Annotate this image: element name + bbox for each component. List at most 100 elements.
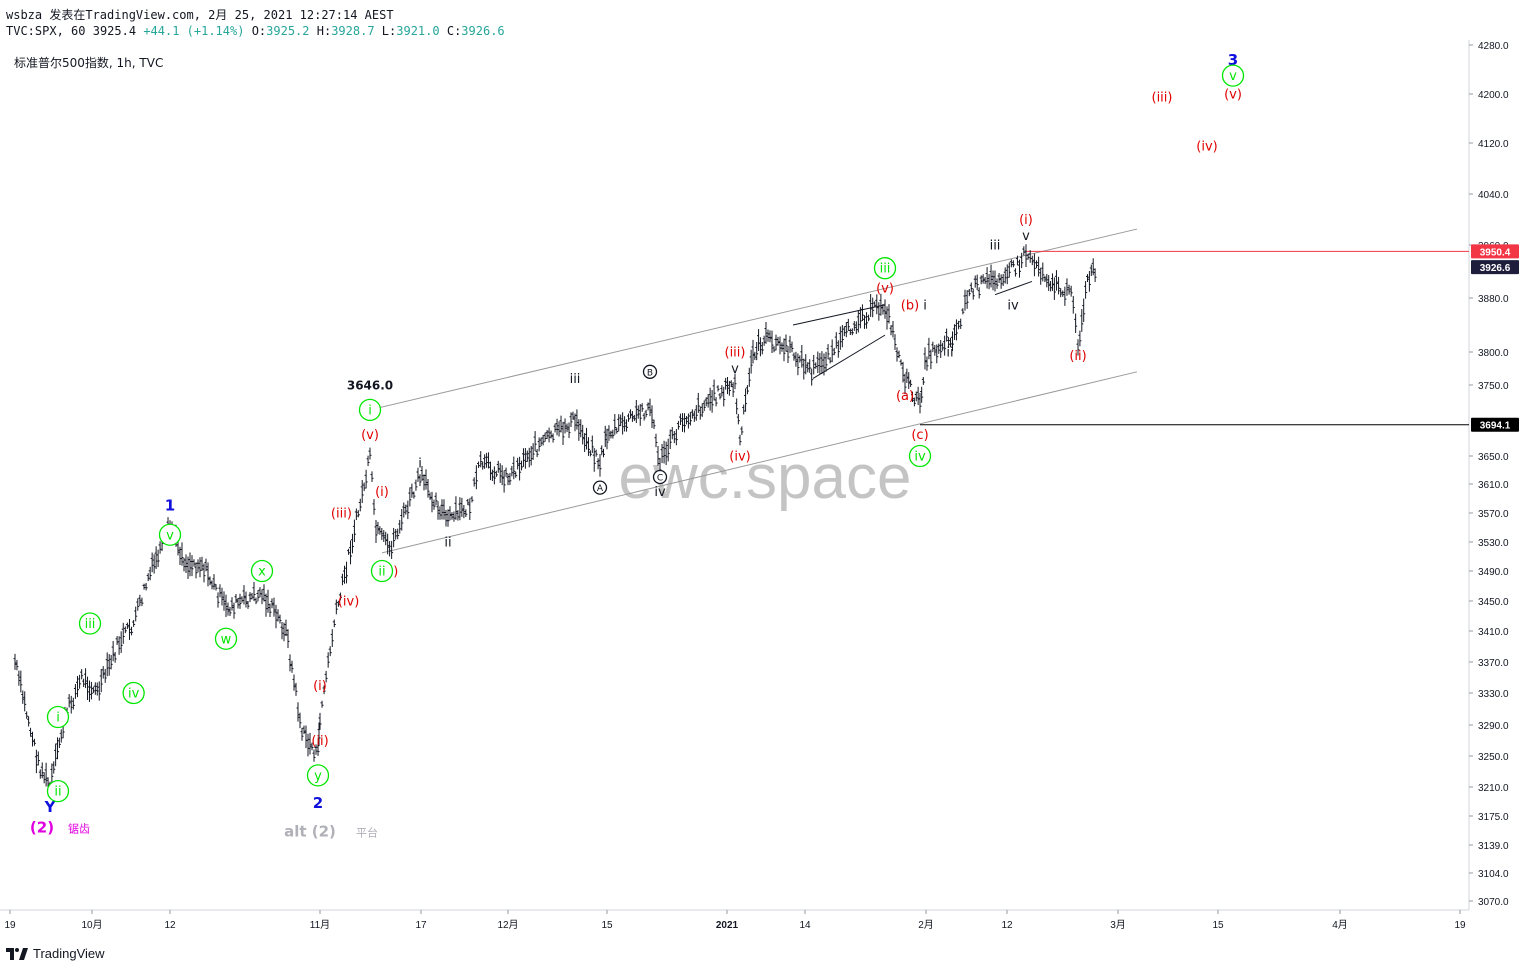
wave-label-circle (158, 523, 182, 546)
wave-label: (iii) (1152, 91, 1173, 106)
high-label: H: (316, 24, 332, 38)
price-badges: 3950.4 3926.6 3694.1 (1471, 244, 1519, 432)
wave-label: (v) (1224, 88, 1242, 103)
wedge-upper-line (792, 304, 886, 326)
wave-label: iii (880, 262, 891, 277)
wave-label: 3 (1228, 51, 1238, 69)
x-tick-label: 4月 (1332, 919, 1348, 931)
y-tick-label: 3880.0 (1478, 294, 1509, 305)
x-tick-label: 14 (799, 920, 811, 931)
x-tick-label: 2021 (716, 920, 739, 931)
minor-trendline (994, 280, 1033, 296)
low-value: 3921.0 (396, 24, 440, 38)
time-axis: 19 10月 12 11月 17 12月 15 2021 14 2月 12 3月 15 4月 19 (4, 910, 1466, 931)
header-line-1: wsbza 发表在TradingView.com, 2月 25, 2021 12… (6, 6, 394, 23)
wave-label: iv (128, 687, 140, 702)
y-tick-label: 3290.0 (1478, 721, 1509, 732)
x-tick-label: 15 (601, 920, 613, 931)
close-label: C: (446, 24, 462, 38)
high-value: 3928.7 (331, 24, 375, 38)
y-tick-label: 3530.0 (1478, 538, 1509, 549)
wave-label: (v) (876, 282, 894, 297)
wave-label: iv (654, 485, 666, 500)
series-legend[interactable]: 标准普尔500指数, 1h, TVC (14, 56, 164, 70)
wave-label: (a) (896, 389, 914, 404)
y-tick-label: 4120.0 (1478, 139, 1509, 150)
wave-label: iv (1007, 298, 1019, 313)
y-tick-label: 4040.0 (1478, 190, 1509, 201)
wave-label: w (221, 632, 232, 647)
wave-label: i (56, 711, 60, 726)
y-tick-label: 3610.0 (1478, 480, 1509, 491)
wave-label: v (1022, 229, 1030, 244)
wave-label-circle (46, 779, 70, 803)
x-tick-label: 3月 (1110, 919, 1126, 931)
x-tick-label: 12 (1001, 920, 1013, 931)
x-tick-label: 11月 (310, 919, 330, 931)
x-tick-label: 19 (1454, 920, 1466, 931)
x-tick-label: 12月 (497, 919, 518, 931)
wave-label: v (166, 528, 174, 543)
wave-label-circle (652, 469, 668, 485)
wave-label-circle (873, 257, 897, 280)
wave-label: (ii) (1069, 349, 1086, 364)
wave-label: (i) (375, 485, 389, 500)
y-tick-label: 3104.0 (1478, 869, 1509, 880)
wave-label: (iv) (1196, 140, 1217, 155)
wave-label-circle (370, 559, 394, 583)
footer-brand[interactable]: TradingView (6, 946, 105, 961)
wave-label: i (418, 457, 422, 472)
footer-brand-text: TradingView (33, 946, 105, 961)
wave-label: 3646.0 (347, 379, 393, 393)
y-tick-label: 3139.0 (1478, 841, 1509, 852)
watermark: ewc.space (619, 443, 912, 512)
wave-label: ii (444, 536, 451, 551)
price-badge-label: 3694.1 (1480, 421, 1511, 432)
wave-label: A (597, 484, 604, 494)
wave-label: (b) (901, 298, 919, 313)
wave-label: iii (85, 617, 96, 632)
y-tick-label: 3800.0 (1478, 348, 1509, 359)
wave-label: iv (914, 450, 926, 465)
y-tick-label: 4280.0 (1478, 41, 1509, 52)
x-tick-label: 10月 (81, 919, 102, 931)
wave-label: ii (54, 785, 61, 800)
last-price: 3925.4 (92, 24, 137, 38)
y-tick-label: 3750.0 (1478, 381, 1509, 392)
wave-label: (iii) (725, 346, 746, 361)
channel-lower-line (381, 371, 1138, 554)
open-value: 3925.2 (266, 24, 310, 38)
wedge-lower-line (812, 334, 886, 379)
author-name[interactable]: wsbza (6, 8, 43, 22)
wave-label: B (647, 368, 653, 378)
wave-label-circle (306, 764, 330, 787)
price-badge (1471, 244, 1519, 259)
wave-label: (2) (30, 819, 54, 837)
price-change: +44.1 (+1.14%) (143, 24, 245, 38)
x-tick-label: 15 (1212, 920, 1224, 931)
y-tick-label: 3570.0 (1478, 509, 1509, 520)
y-tick-label: 3450.0 (1478, 597, 1509, 608)
header-line-2: TVC:SPX, 60 3925.4 +44.1 (+1.14%) O:3925… (6, 24, 505, 38)
wave-label: Y (44, 798, 57, 816)
channel-upper-line (369, 228, 1138, 411)
wave-label: (c) (911, 428, 928, 443)
trendlines (792, 280, 1033, 379)
wave-label-circle (46, 705, 70, 729)
y-tick-label: 3175.0 (1478, 812, 1509, 823)
wave-label-circle (122, 681, 145, 705)
y-tick-label: 4200.0 (1478, 90, 1509, 101)
price-axis: 3070.0 3104.0 3139.0 3175.0 3210.0 3250.0 3290… (1469, 41, 1509, 908)
wave-label: (iv) (729, 450, 750, 465)
wave-label-circle (250, 559, 274, 583)
wave-label: ii (946, 346, 953, 361)
wave-label-suffix: 锯齿 (68, 822, 90, 836)
wave-label: ii (378, 565, 385, 580)
wave-label-circle (214, 627, 238, 650)
channel-lines (369, 228, 1138, 554)
y-tick-label: 3410.0 (1478, 627, 1509, 638)
wave-label: (v) (361, 428, 379, 443)
y-tick-label: 3490.0 (1478, 567, 1509, 578)
